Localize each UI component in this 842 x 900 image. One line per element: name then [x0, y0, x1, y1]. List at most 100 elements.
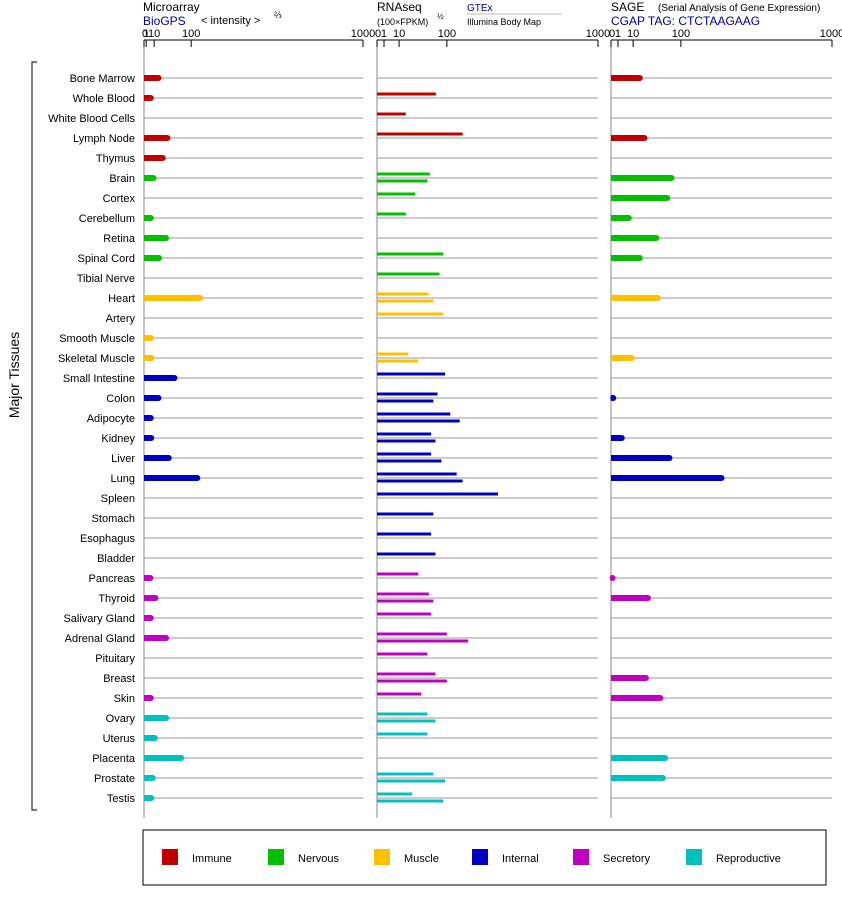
tissue-label-lymph-node: Lymph Node — [73, 133, 135, 145]
sage-bar-bone-marrow — [611, 75, 640, 81]
tissue-label-heart: Heart — [108, 293, 135, 305]
microarray-bar-end-salivary-gland — [147, 615, 154, 621]
tissue-label-tibial-nerve: Tibial Nerve — [77, 273, 135, 285]
legend-swatch-internal — [472, 849, 488, 865]
gtex-link[interactable]: GTEx — [467, 3, 493, 14]
sage-bar-spinal-cord — [611, 255, 640, 261]
sage-bar-end-lung — [718, 475, 725, 481]
legend-label-nervous: Nervous — [298, 853, 339, 865]
microarray-bar-end-spinal-cord — [156, 255, 163, 261]
microarray-bar-ovary — [144, 715, 167, 721]
microarray-bar-end-heart — [197, 295, 204, 301]
microarray-bar-brain — [144, 175, 154, 181]
sage-bar-end-thyroid — [644, 595, 651, 601]
tissue-label-pituitary: Pituitary — [95, 653, 135, 665]
sage-bar-end-liver — [666, 455, 673, 461]
rnaseq-bar-artery-1 — [377, 312, 444, 316]
microarray-title: Microarray — [143, 0, 200, 14]
sage-tick-label-1000: 1000 — [820, 28, 842, 40]
microarray-tick-label-100: 100 — [182, 28, 200, 40]
sage-bar-cerebellum — [611, 215, 629, 221]
microarray-bar-end-adrenal-gland — [163, 635, 170, 641]
microarray-bar-skin — [144, 695, 151, 701]
microarray-header: Microarray BioGPS < intensity > ⅔ — [143, 0, 282, 28]
microarray-bar-pancreas — [144, 575, 151, 581]
sage-bar-breast — [611, 675, 646, 681]
microarray-bar-end-ovary — [163, 715, 170, 721]
tissue-label-esophagus: Esophagus — [80, 533, 136, 545]
sage-bar-end-breast — [642, 675, 649, 681]
rnaseq-bar-prostate-1 — [377, 772, 434, 776]
microarray-bar-end-whole-blood — [147, 95, 154, 101]
rnaseq-bar-salivary-gland-1 — [377, 612, 432, 616]
cgap-tag-link[interactable]: CGAP TAG: CTCTAAGAAG — [611, 14, 760, 28]
rnaseq-bar-adipocyte-1 — [377, 412, 451, 416]
rnaseq-bar-thyroid-1 — [377, 592, 429, 596]
microarray-tick-label-10: 10 — [148, 28, 160, 40]
microarray-bar-whole-blood — [144, 95, 151, 101]
tissue-label-pancreas: Pancreas — [89, 573, 136, 585]
tissue-label-stomach: Stomach — [92, 513, 135, 525]
sage-bar-end-lymph-node — [641, 135, 648, 141]
tissue-label-liver: Liver — [111, 453, 135, 465]
microarray-bar-end-retina — [163, 235, 170, 241]
sage-bar-end-pancreas — [609, 575, 616, 581]
tissue-label-white-blood-cells: White Blood Cells — [48, 113, 135, 125]
rnaseq-scale-note: (100×FPKM) — [377, 17, 428, 27]
rnaseq-bar-kidney-2 — [377, 439, 436, 443]
sage-bar-end-retina — [653, 235, 660, 241]
microarray-bar-bone-marrow — [144, 75, 159, 81]
sage-title: SAGE — [611, 0, 644, 14]
biogps-link[interactable]: BioGPS — [143, 14, 186, 28]
sage-bar-end-skin — [657, 695, 664, 701]
rnaseq-bar-prostate-2 — [377, 779, 446, 783]
tissue-label-adipocyte: Adipocyte — [87, 413, 135, 425]
tissue-label-prostate: Prostate — [94, 773, 135, 785]
microarray-bar-cerebellum — [144, 215, 151, 221]
sage-bar-end-cerebellum — [625, 215, 632, 221]
tissue-label-skeletal-muscle: Skeletal Muscle — [58, 353, 135, 365]
rnaseq-bar-small-intestine-1 — [377, 372, 446, 376]
tissue-label-brain: Brain — [109, 173, 135, 185]
sage-bar-end-spinal-cord — [636, 255, 643, 261]
rnaseq-tick-label-1000: 1000 — [586, 28, 610, 40]
rnaseq-bar-bladder-1 — [377, 552, 436, 556]
microarray-bar-end-pancreas — [147, 575, 154, 581]
sage-bar-heart — [611, 295, 658, 301]
rnaseq-tick-label-1: 1 — [381, 28, 387, 40]
tissue-label-cerebellum: Cerebellum — [79, 213, 135, 225]
legend-swatch-nervous — [268, 849, 284, 865]
microarray-bar-end-skin — [147, 695, 154, 701]
sage-tick-label-10: 10 — [627, 28, 639, 40]
tissue-label-small-intestine: Small Intestine — [63, 373, 135, 385]
tissue-label-whole-blood: Whole Blood — [73, 93, 135, 105]
rnaseq-bar-thyroid-2 — [377, 599, 434, 603]
rnaseq-bar-spinal-cord-1 — [377, 252, 444, 256]
y-axis-label: Major Tissues — [6, 332, 22, 418]
microarray-bar-liver — [144, 455, 169, 461]
rnaseq-bar-skin-1 — [377, 692, 422, 696]
sage-bar-brain — [611, 175, 672, 181]
legend: Immune Nervous Muscle Internal Secretory Repr… — [162, 849, 781, 865]
rnaseq-bar-lymph-node-1 — [377, 132, 463, 136]
tissue-label-thymus: Thymus — [96, 153, 136, 165]
microarray-bar-end-lymph-node — [164, 135, 171, 141]
rnaseq-bar-stomach-1 — [377, 512, 434, 516]
rnaseq-bar-pituitary-1 — [377, 652, 428, 656]
microarray-bar-spinal-cord — [144, 255, 160, 261]
rnaseq-bar-breast-1 — [377, 672, 436, 676]
legend-swatch-secretory — [573, 849, 589, 865]
tissue-label-colon: Colon — [106, 393, 135, 405]
rnaseq-bar-esophagus-1 — [377, 532, 432, 536]
microarray-tick-label-0: 0 — [142, 28, 148, 40]
tissue-rows: Bone Marrow Whole Blood White Blood Cells L… — [48, 73, 832, 805]
microarray-bar-lung — [144, 475, 198, 481]
microarray-bar-end-lung — [194, 475, 201, 481]
sage-bar-lung — [611, 475, 722, 481]
rnaseq-scale-exponent: ½ — [437, 12, 444, 21]
microarray-bar-retina — [144, 235, 167, 241]
microarray-bar-skeletal-muscle — [144, 355, 152, 361]
legend-label-immune: Immune — [192, 853, 232, 865]
tissue-label-placenta: Placenta — [92, 753, 136, 765]
rnaseq-bar-ovary-1 — [377, 712, 428, 716]
